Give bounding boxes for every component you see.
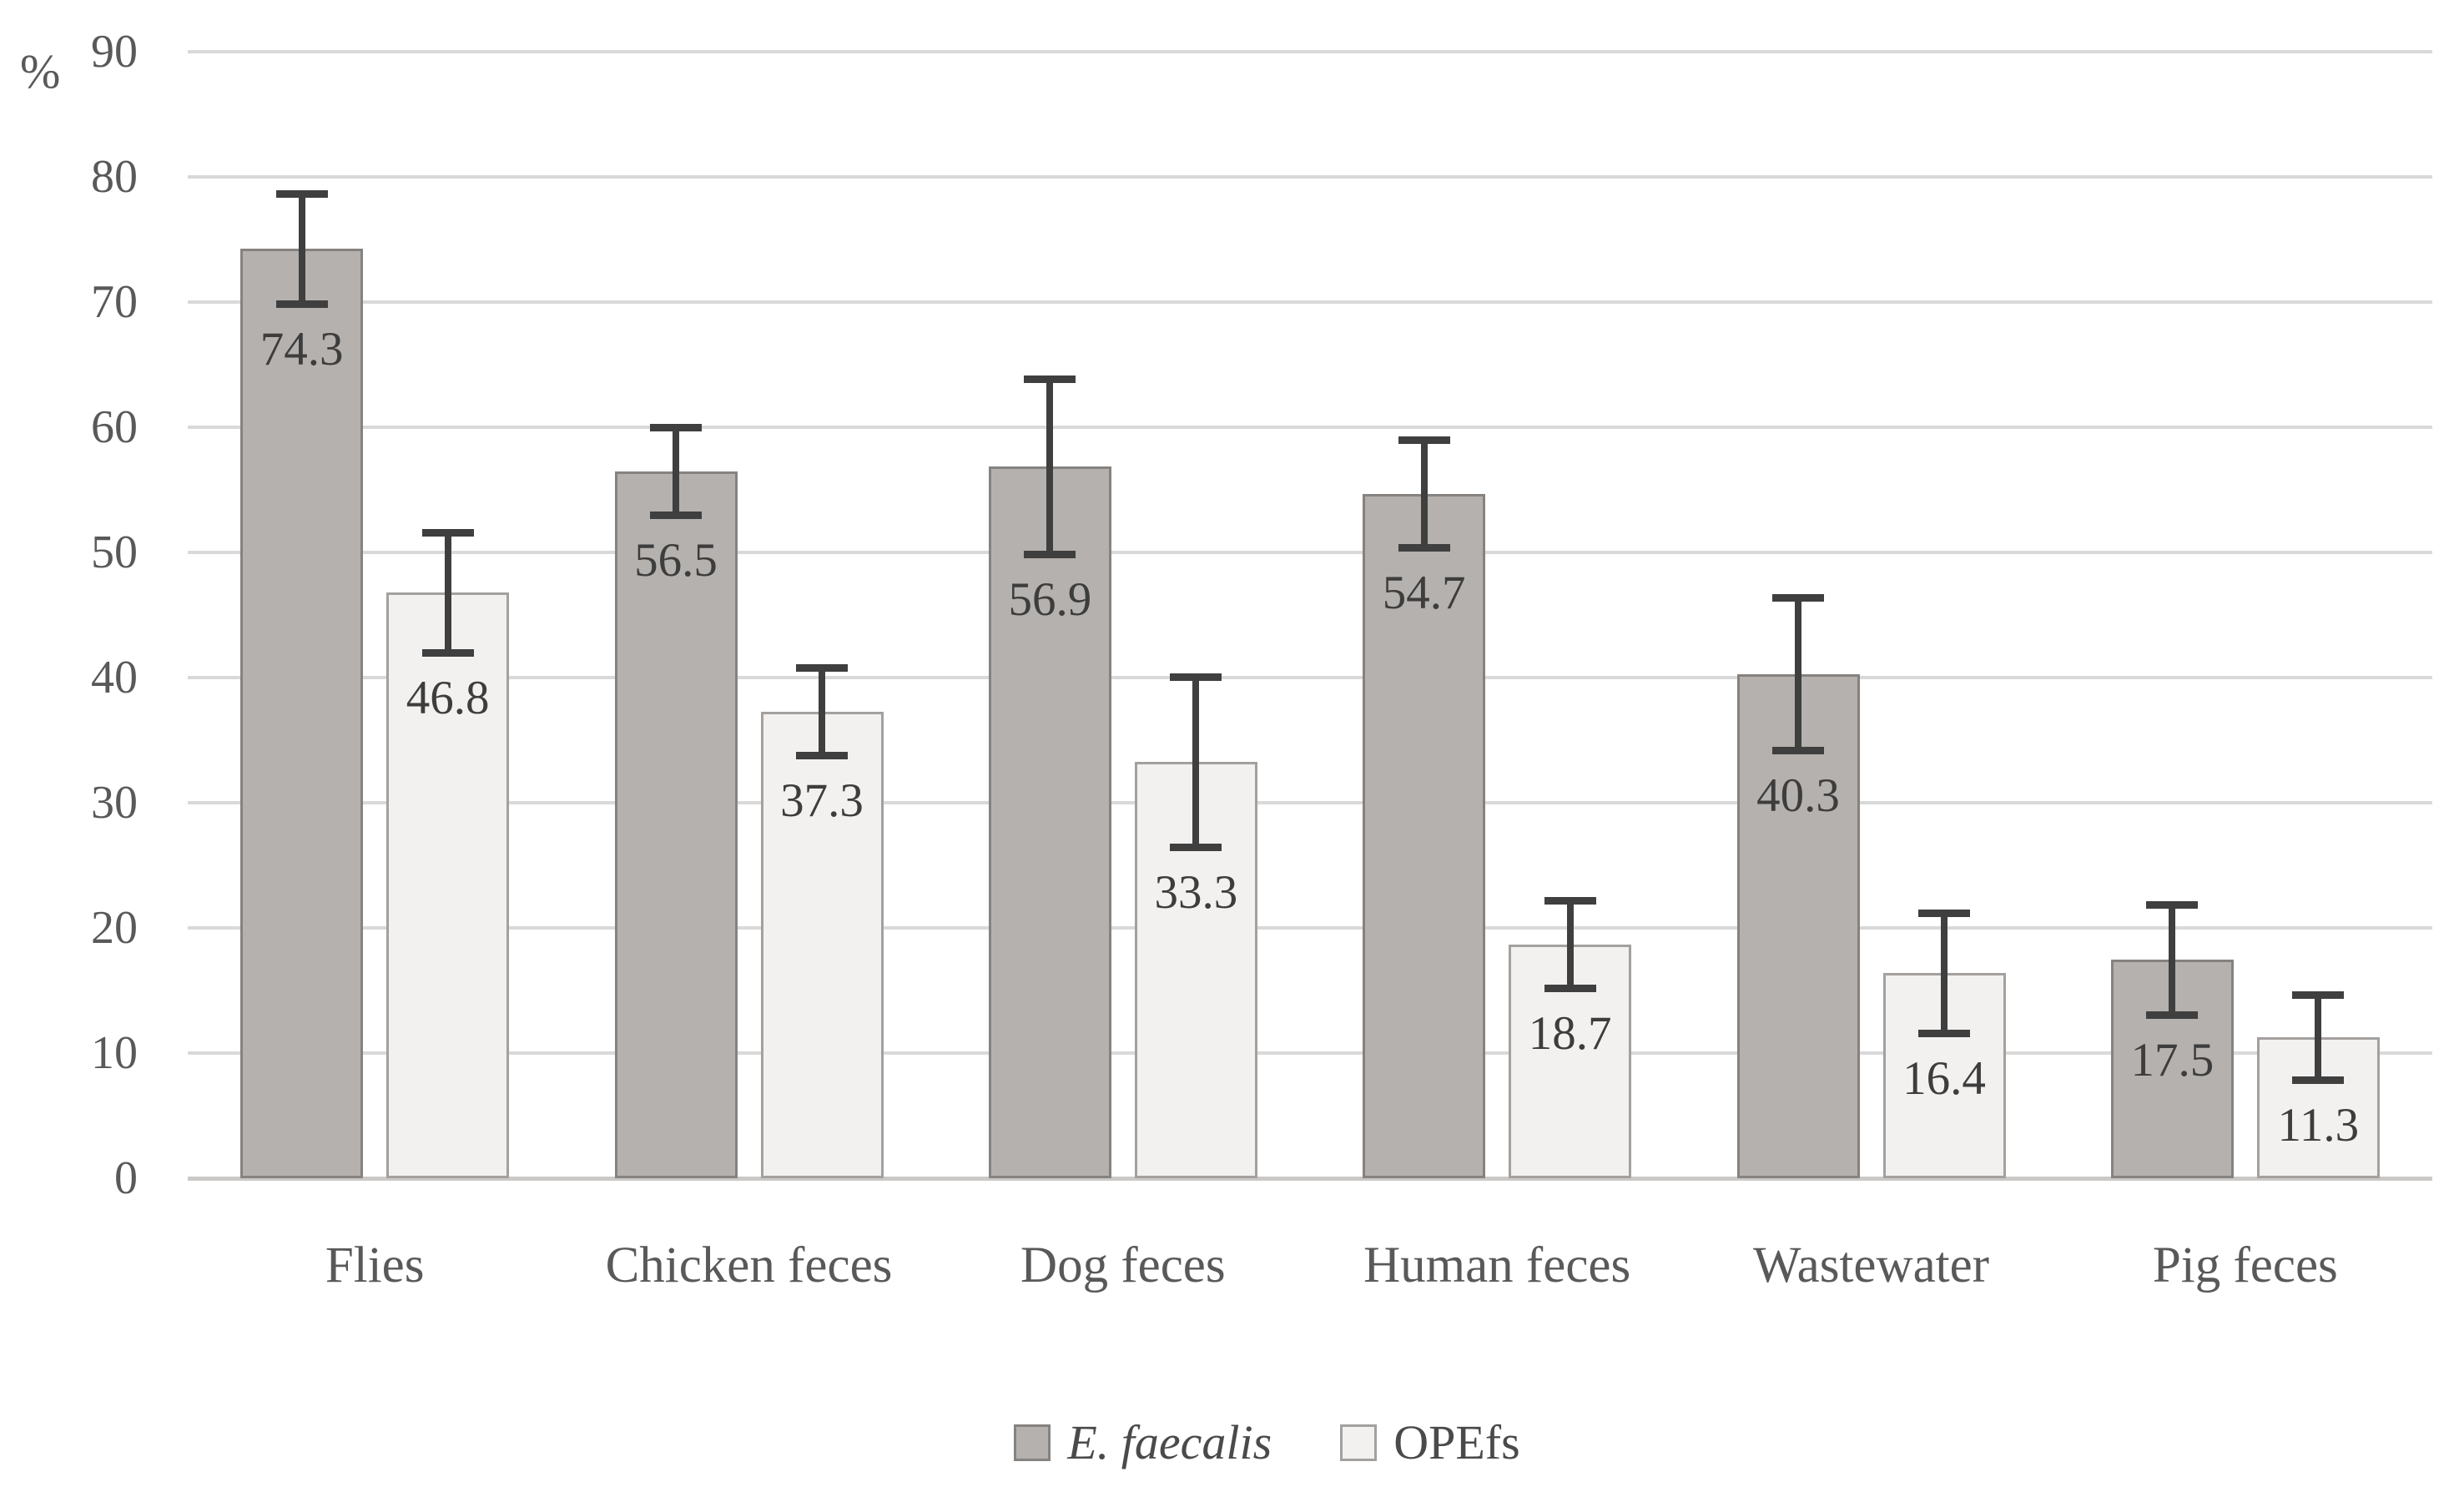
error-bar-cap: [1544, 897, 1596, 905]
error-bar: [2315, 994, 2322, 1080]
bar-e-faecalis-dog-feces: [988, 466, 1111, 1178]
legend-item-e-faecalis: E. faecalis: [1014, 1414, 1272, 1472]
error-bar-cap: [1170, 673, 1222, 681]
data-label: 56.9: [1008, 572, 1092, 626]
legend: E. faecalis OPEfs: [35, 1414, 2464, 1472]
error-bar-cap: [1918, 910, 1970, 917]
gridline-90: [188, 50, 2432, 53]
gridline-70: [188, 300, 2432, 304]
error-bar-cap: [796, 752, 848, 759]
category-label-pig-feces: Pig feces: [2152, 1237, 2338, 1293]
error-bar-cap: [1170, 843, 1222, 851]
category-label-wastewater: Wastewater: [1752, 1237, 1989, 1293]
error-bar-cap: [1024, 550, 1076, 558]
bar-opefs-flies: [386, 592, 510, 1178]
error-bar-cap: [1918, 1030, 1970, 1037]
data-label: 40.3: [1756, 769, 1840, 822]
legend-swatch-icon: [1340, 1424, 1378, 1461]
gridline-80: [188, 175, 2432, 179]
data-label: 56.5: [634, 534, 718, 587]
error-bar: [1046, 378, 1054, 554]
category-label-chicken-feces: Chicken feces: [605, 1237, 893, 1293]
error-bar: [819, 668, 825, 755]
y-tick-label: 10: [91, 1027, 138, 1079]
data-label: 46.8: [406, 672, 490, 724]
bar-e-faecalis-flies: [240, 248, 364, 1178]
x-axis-line: [188, 1177, 2432, 1181]
data-label: 37.3: [780, 774, 864, 827]
error-bar: [1192, 676, 1200, 847]
error-bar-cap: [650, 424, 702, 431]
error-bar: [1566, 900, 1574, 988]
y-tick-label: 20: [91, 902, 138, 954]
data-label: 16.4: [1902, 1052, 1986, 1105]
y-tick-label: 70: [91, 276, 138, 328]
y-tick-label: 80: [91, 151, 138, 203]
bar-e-faecalis-pig-feces: [2110, 959, 2234, 1178]
error-bar-cap: [2146, 900, 2199, 909]
error-bar-cap: [1772, 747, 1824, 754]
y-axis-tick-labels: 90 80 70 60 50 40 30 20 10 0: [0, 0, 138, 1502]
bar-e-faecalis-chicken-feces: [614, 471, 738, 1178]
y-tick-label: 50: [91, 527, 138, 578]
error-bar: [673, 427, 679, 515]
gridline-60: [188, 426, 2432, 429]
error-bar-cap: [2292, 1076, 2345, 1084]
error-bar-cap: [650, 512, 702, 519]
data-label: 54.7: [1382, 567, 1466, 619]
data-label: 17.5: [2130, 1033, 2215, 1086]
error-bar: [444, 532, 451, 653]
data-label: 11.3: [2277, 1098, 2360, 1152]
error-bar: [1420, 440, 1428, 547]
category-label-human-feces: Human feces: [1363, 1237, 1631, 1293]
error-bar: [298, 193, 305, 304]
legend-item-opefs: OPEfs: [1340, 1414, 1520, 1472]
gridline-50: [188, 551, 2432, 554]
y-axis-title: %: [20, 44, 61, 98]
error-bar: [1795, 597, 1801, 750]
error-bar: [2169, 904, 2176, 1015]
error-bar-cap: [1398, 436, 1450, 444]
category-label-dog-feces: Dog feces: [1020, 1237, 1226, 1293]
y-tick-label: 40: [91, 652, 138, 703]
gridline-10: [188, 1051, 2432, 1055]
y-tick-label: 60: [91, 401, 138, 453]
error-bar-cap: [2292, 990, 2345, 999]
error-bar: [1941, 913, 1948, 1033]
error-bar-cap: [275, 189, 328, 198]
y-tick-label: 90: [91, 26, 138, 78]
bar-e-faecalis-wastewater: [1736, 673, 1860, 1178]
bar-opefs-chicken-feces: [760, 711, 884, 1178]
plot-area: 74.3 46.8 56.5 37.3 56.9 33.3 54.7 18.7 40.3 16.4…: [188, 50, 2432, 1181]
legend-label: OPEfs: [1393, 1415, 1520, 1469]
y-tick-label: 30: [91, 777, 138, 829]
error-bar-cap: [421, 529, 474, 537]
gridline-20: [188, 926, 2432, 930]
gridline-30: [188, 801, 2432, 804]
y-tick-label: 0: [114, 1152, 138, 1204]
error-bar-cap: [1398, 544, 1450, 552]
legend-label: E. faecalis: [1067, 1415, 1272, 1469]
data-label: 74.3: [260, 322, 344, 376]
error-bar-cap: [275, 300, 328, 308]
category-label-flies: Flies: [325, 1237, 425, 1293]
error-bar-cap: [1024, 375, 1076, 383]
gridline-40: [188, 676, 2432, 679]
error-bar-cap: [1772, 594, 1824, 602]
legend-swatch-icon: [1014, 1424, 1051, 1461]
error-bar-cap: [421, 649, 474, 657]
data-label: 33.3: [1154, 865, 1238, 919]
error-bar-cap: [2146, 1011, 2199, 1019]
bar-e-faecalis-human-feces: [1363, 493, 1486, 1178]
error-bar-cap: [796, 664, 848, 672]
data-label: 18.7: [1528, 1007, 1612, 1060]
error-bar-cap: [1544, 985, 1596, 992]
